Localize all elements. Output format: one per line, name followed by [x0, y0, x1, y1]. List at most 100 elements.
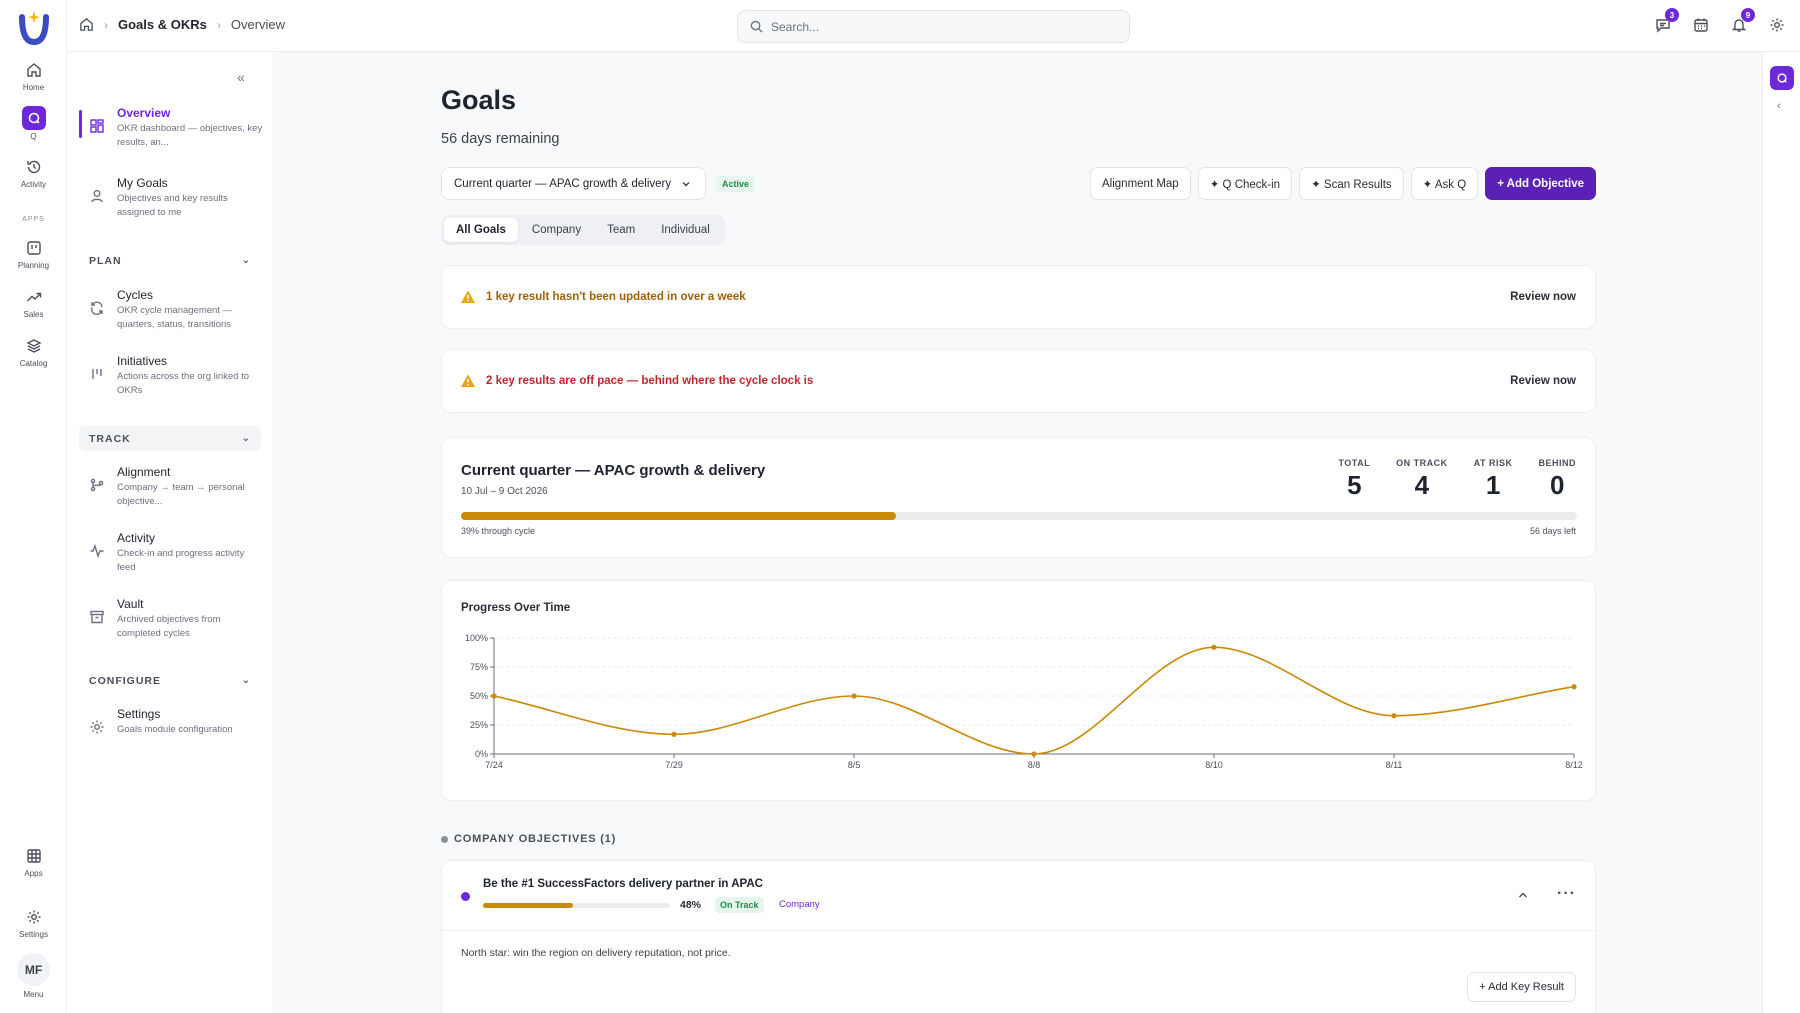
q-icon — [21, 106, 46, 130]
sidebar-item-title: Activity — [117, 531, 156, 545]
user-avatar[interactable]: MF — [17, 953, 50, 986]
home-icon[interactable] — [79, 17, 94, 32]
goal-filter-tabs: All Goals Company Team Individual — [441, 215, 725, 245]
stat-at-risk: AT RISK 1 — [1474, 458, 1513, 501]
search-bar — [737, 10, 1130, 43]
rail-item-settings[interactable]: Settings — [0, 906, 67, 939]
stat-value: 4 — [1414, 470, 1430, 500]
stat-label: BEHIND — [1538, 458, 1576, 468]
sidebar-item-vault[interactable]: Vault Archived objectives from completed… — [79, 597, 265, 641]
sidebar-item-settings[interactable]: Settings Goals module configuration — [79, 707, 265, 737]
rail-label: Planning — [17, 261, 50, 270]
sidebar-item-desc: Objectives and key results assigned to m… — [117, 193, 228, 218]
breadcrumb-item[interactable]: Goals & OKRs — [118, 17, 207, 32]
warning-icon — [460, 373, 476, 389]
rail-item-activity[interactable]: Activity — [0, 156, 67, 189]
company-objectives-heading: COMPANY OBJECTIVES (1) — [441, 833, 616, 845]
rail-item-catalog[interactable]: Catalog — [0, 335, 67, 368]
menu-label: Menu — [23, 990, 44, 999]
user-icon — [89, 188, 105, 204]
data-point — [851, 693, 857, 699]
chevron-left-icon[interactable]: ‹ — [1777, 100, 1781, 112]
planning-icon — [23, 237, 45, 259]
scan-results-button[interactable]: ✦ Scan Results — [1299, 167, 1404, 200]
y-tick-label: 0% — [475, 749, 488, 759]
q-check-in-button[interactable]: ✦ Q Check-in — [1197, 167, 1293, 200]
assistant-strip: ‹ — [1762, 52, 1800, 1013]
rail-item-sales[interactable]: Sales — [0, 286, 67, 319]
sidebar-item-desc: OKR dashboard — objectives, key results,… — [117, 123, 263, 148]
more-options-icon[interactable]: ··· — [1557, 885, 1576, 902]
ask-q-button[interactable]: ✦ Ask Q — [1410, 167, 1479, 200]
x-tick-label: 8/11 — [1386, 760, 1403, 770]
branch-icon — [89, 477, 105, 493]
section-plan[interactable]: PLAN ⌄ — [79, 248, 261, 273]
y-tick-label: 100% — [465, 633, 488, 643]
collapse-sidebar-icon[interactable]: « — [237, 69, 245, 85]
quarter-select[interactable]: Current quarter — APAC growth & delivery — [441, 167, 707, 200]
tab-individual[interactable]: Individual — [661, 224, 710, 236]
chevron-up-icon[interactable] — [1517, 889, 1529, 901]
objective-progress-fill — [483, 903, 573, 908]
review-now-link[interactable]: Review now — [1510, 375, 1576, 387]
sidebar-item-initiatives[interactable]: Initiatives Actions across the org linke… — [79, 354, 265, 398]
notifications-button[interactable]: 9 — [1728, 8, 1755, 36]
rail-item-q[interactable]: Q — [0, 106, 67, 141]
sidebar-item-overview[interactable]: Overview OKR dashboard — objectives, key… — [79, 106, 265, 150]
rail-item-planning[interactable]: Planning — [0, 237, 67, 270]
chart-title: Progress Over Time — [461, 602, 571, 614]
sidebar-item-cycles[interactable]: Cycles OKR cycle management — quarters, … — [79, 288, 265, 332]
objective-header[interactable]: Be the #1 SuccessFactors delivery partne… — [442, 861, 1597, 931]
rail-label: Sales — [23, 310, 44, 319]
quarter-select-value: Current quarter — APAC growth & delivery — [454, 177, 672, 190]
cycle-title: Current quarter — APAC growth & delivery — [461, 462, 766, 479]
add-objective-button[interactable]: + Add Objective — [1485, 167, 1596, 200]
section-label: TRACK — [89, 432, 131, 445]
objective-owner: Company — [779, 899, 820, 910]
alignment-map-button[interactable]: Alignment Map — [1090, 167, 1191, 200]
q-assistant-button[interactable] — [1770, 66, 1794, 90]
review-now-link[interactable]: Review now — [1510, 291, 1576, 303]
section-configure[interactable]: CONFIGURE ⌄ — [79, 668, 261, 693]
sidebar-item-alignment[interactable]: Alignment Company → team → personal obje… — [79, 465, 265, 509]
sidebar-item-activity[interactable]: Activity Check-in and progress activity … — [79, 531, 265, 575]
cycle-summary-card: Current quarter — APAC growth & delivery… — [441, 437, 1596, 558]
cycle-progress-label: 39% through cycle — [461, 526, 536, 536]
sidebar-item-title: Initiatives — [117, 354, 168, 368]
sidebar-item-desc: OKR cycle management — quarters, status,… — [117, 305, 233, 330]
tab-team[interactable]: Team — [607, 224, 636, 236]
tab-all-goals[interactable]: All Goals — [444, 218, 518, 242]
refresh-icon — [89, 300, 105, 316]
search-input[interactable] — [771, 19, 1091, 34]
action-buttons: Alignment Map ✦ Q Check-in ✦ Scan Result… — [1090, 167, 1596, 200]
pulse-icon — [89, 543, 105, 559]
app-logo[interactable] — [17, 9, 51, 45]
chevron-down-icon: ⌄ — [241, 675, 251, 686]
x-tick-label: 8/8 — [1028, 760, 1041, 770]
quarter-status-badge: Active — [716, 176, 756, 192]
goals-sidebar: « Overview OKR dashboard — objectives, k… — [67, 52, 274, 1013]
sidebar-item-title: My Goals — [117, 176, 168, 190]
rail-label: Catalog — [19, 359, 48, 368]
initiatives-icon — [89, 366, 105, 382]
sidebar-item-my-goals[interactable]: My Goals Objectives and key results assi… — [79, 176, 265, 220]
tab-company[interactable]: Company — [531, 224, 582, 236]
chevron-down-icon: ⌄ — [241, 255, 251, 266]
section-track[interactable]: TRACK ⌄ — [79, 426, 261, 451]
calendar-button[interactable] — [1690, 14, 1712, 36]
chevron-right-icon: › — [104, 17, 108, 32]
sidebar-item-title: Vault — [117, 597, 144, 611]
top-bar: › Goals & OKRs › Overview 3 9 — [67, 0, 1800, 52]
layers-icon — [23, 335, 45, 357]
x-tick-label: 7/24 — [485, 760, 503, 770]
rail-item-menu[interactable]: Menu — [0, 988, 67, 999]
data-point — [1571, 684, 1577, 690]
messages-button[interactable]: 3 — [1652, 8, 1679, 36]
rail-item-home[interactable]: Home — [0, 59, 67, 92]
stat-on-track: ON TRACK 4 — [1396, 458, 1448, 501]
add-key-result-button[interactable]: + Add Key Result — [1467, 972, 1576, 1002]
rail-item-apps[interactable]: Apps — [0, 845, 67, 878]
page-title: Goals — [441, 85, 517, 115]
rail-apps-heading: APPS — [22, 216, 45, 223]
settings-button[interactable] — [1766, 14, 1788, 36]
